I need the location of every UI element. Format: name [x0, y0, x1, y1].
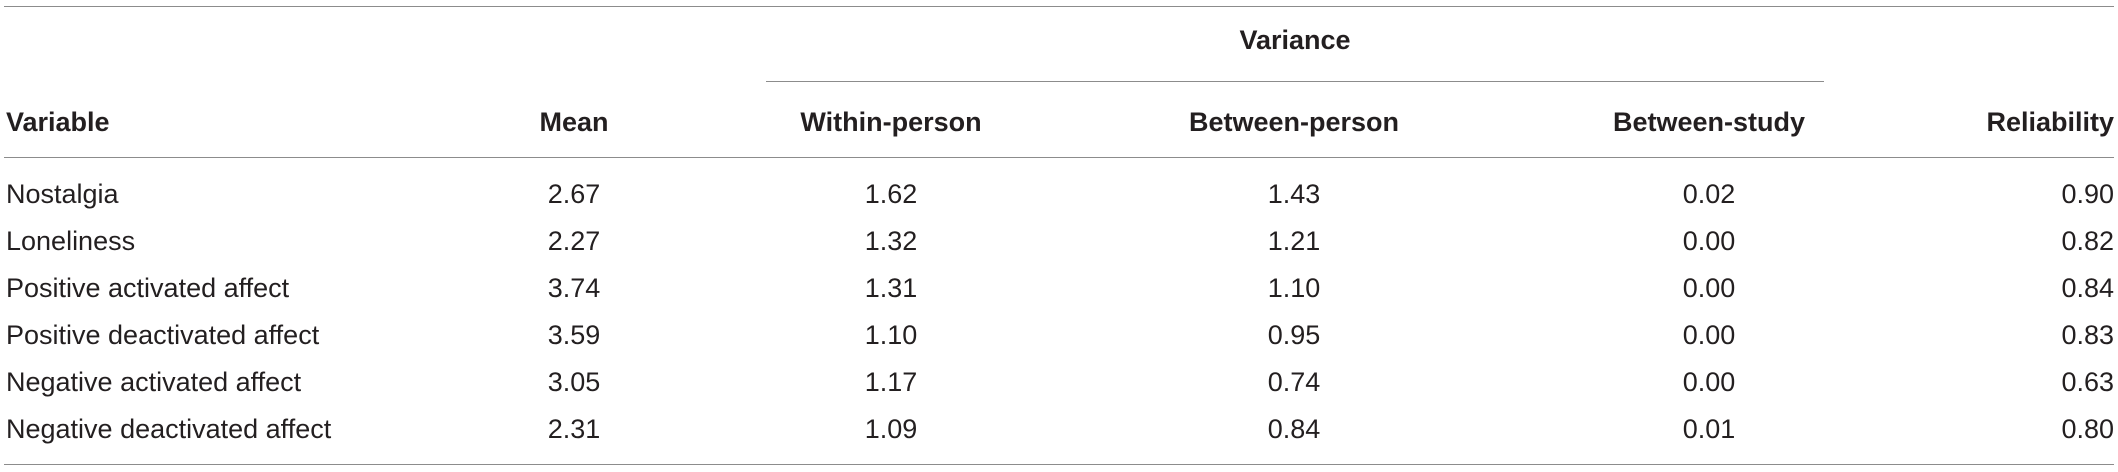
row-5-mean: 2.31: [547, 414, 601, 444]
row-5-within: 1.09: [864, 414, 918, 444]
column-header-between-person: Between-person: [1188, 107, 1400, 137]
row-0-within: 1.62: [864, 179, 918, 209]
column-header-within-person: Within-person: [800, 107, 982, 137]
column-header-variable: Variable: [6, 107, 110, 137]
row-4-within: 1.17: [864, 367, 918, 397]
row-2-variable: Positive activated affect: [6, 273, 290, 303]
row-1-within: 1.32: [864, 226, 918, 256]
row-0-reliability: 0.90: [2061, 179, 2114, 209]
row-2-mean: 3.74: [547, 273, 601, 303]
row-0-between-person: 1.43: [1267, 179, 1321, 209]
row-4-reliability: 0.63: [2061, 367, 2114, 397]
row-2-between-study: 0.00: [1682, 273, 1736, 303]
row-0-mean: 2.67: [547, 179, 601, 209]
column-header-mean: Mean: [539, 107, 609, 137]
row-3-mean: 3.59: [547, 320, 601, 350]
row-0-between-study: 0.02: [1682, 179, 1736, 209]
row-1-reliability: 0.82: [2061, 226, 2114, 256]
row-1-variable: Loneliness: [6, 226, 136, 256]
row-5-reliability: 0.80: [2061, 414, 2114, 444]
row-4-between-study: 0.00: [1682, 367, 1736, 397]
row-3-within: 1.10: [864, 320, 918, 350]
row-3-variable: Positive deactivated affect: [6, 320, 320, 350]
row-1-mean: 2.27: [547, 226, 601, 256]
row-4-mean: 3.05: [547, 367, 601, 397]
row-1-between-study: 0.00: [1682, 226, 1736, 256]
row-3-between-study: 0.00: [1682, 320, 1736, 350]
row-5-between-person: 0.84: [1267, 414, 1321, 444]
bottom-rule: [4, 464, 2114, 465]
column-header-reliability: Reliability: [1986, 107, 2114, 137]
column-header-between-study: Between-study: [1612, 107, 1806, 137]
row-2-reliability: 0.84: [2061, 273, 2114, 303]
row-2-within: 1.31: [864, 273, 918, 303]
row-3-reliability: 0.83: [2061, 320, 2114, 350]
row-0-variable: Nostalgia: [6, 179, 119, 209]
top-rule: [4, 6, 2114, 7]
row-4-between-person: 0.74: [1267, 367, 1321, 397]
row-3-between-person: 0.95: [1267, 320, 1321, 350]
row-1-between-person: 1.21: [1267, 226, 1321, 256]
row-4-variable: Negative activated affect: [6, 367, 302, 397]
row-5-variable: Negative deactivated affect: [6, 414, 332, 444]
header-bottom-rule: [4, 157, 2114, 158]
variance-group-header: Variance: [1239, 25, 1351, 55]
row-5-between-study: 0.01: [1682, 414, 1736, 444]
variance-group-rule: [766, 81, 1824, 82]
row-2-between-person: 1.10: [1267, 273, 1321, 303]
